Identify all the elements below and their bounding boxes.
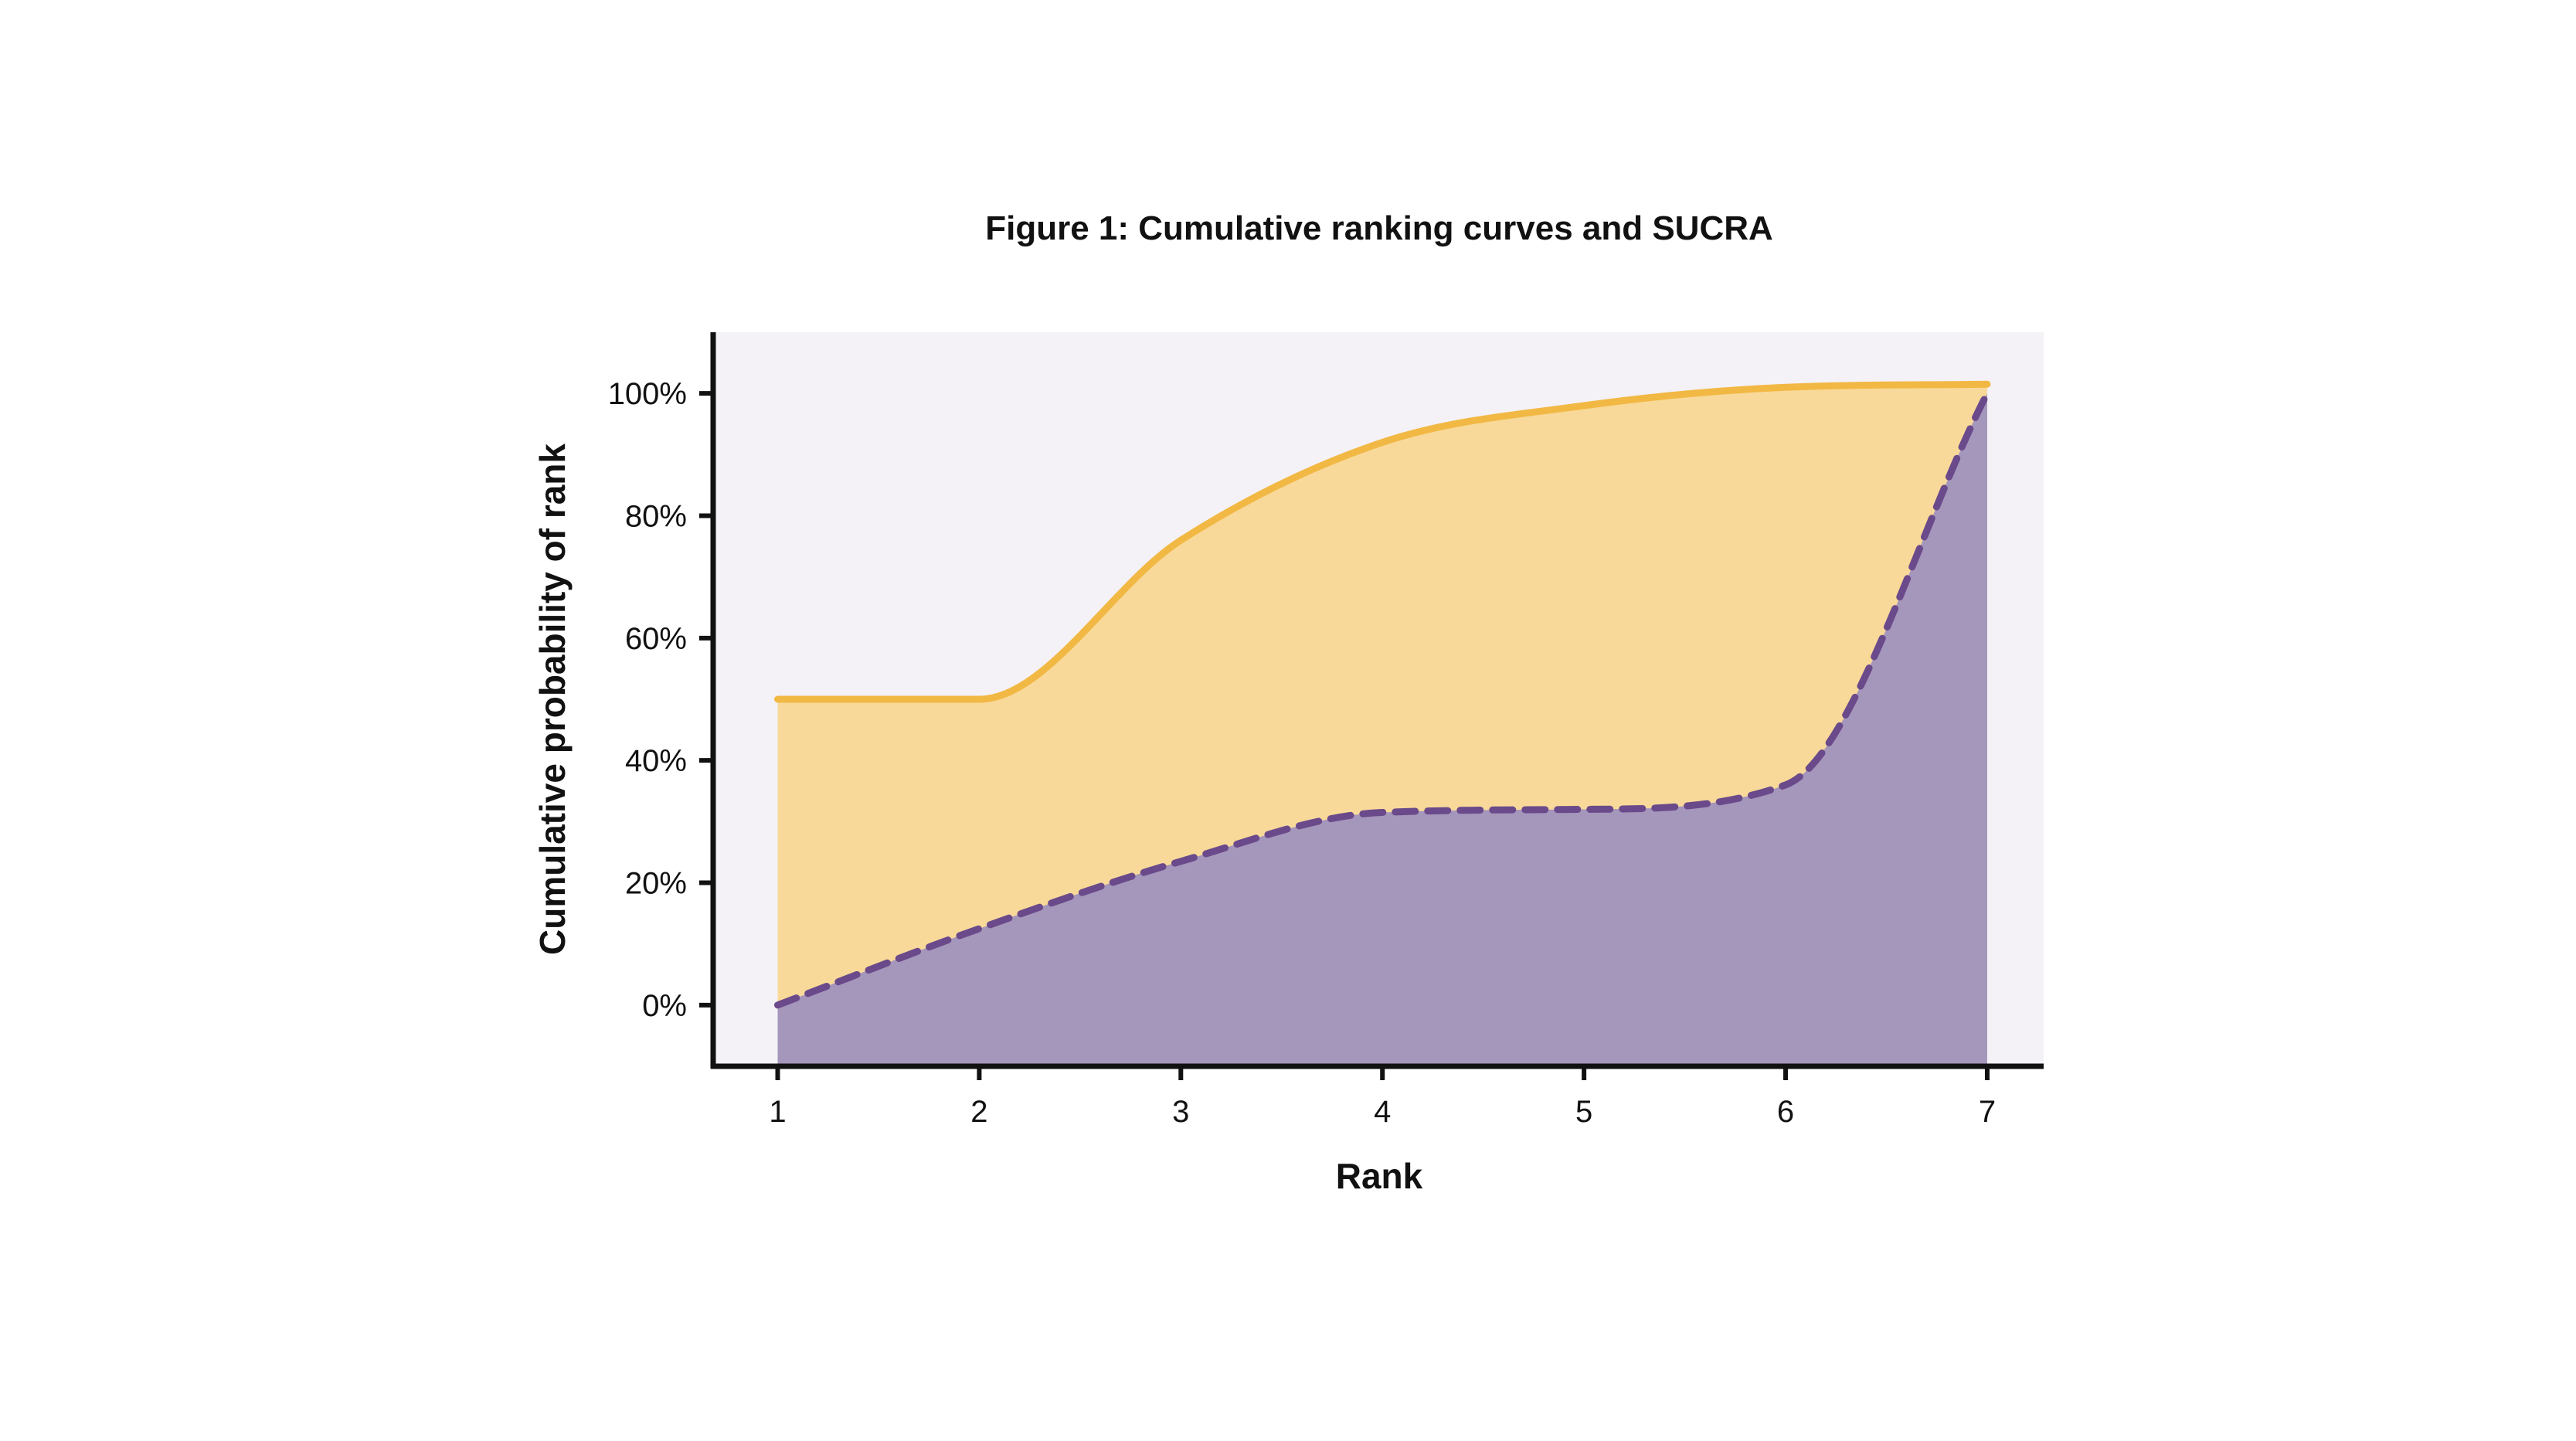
- x-tick-label: 2: [970, 1095, 987, 1129]
- y-ticks: 0% 20% 40% 60% 80% 100%: [608, 377, 713, 1023]
- x-axis-label: Rank: [1336, 1156, 1423, 1196]
- series-2-area: [777, 393, 1987, 1067]
- y-tick-label: 20%: [625, 867, 687, 901]
- x-ticks: 1 2 3 4 5 6 7: [769, 1066, 1996, 1129]
- x-tick-label: 1: [769, 1095, 786, 1129]
- y-tick-label: 40%: [625, 744, 687, 778]
- x-tick-label: 7: [1979, 1095, 1996, 1129]
- y-tick-label: 80%: [625, 500, 687, 534]
- series-areas: [777, 384, 1987, 1067]
- chart-title: Figure 1: Cumulative ranking curves and …: [985, 209, 1773, 247]
- series-2-line: [773, 389, 1991, 1009]
- series-1-line: [773, 380, 1991, 703]
- x-tick-label: 3: [1172, 1095, 1189, 1129]
- y-tick-label: 60%: [625, 622, 687, 656]
- y-axis-label: Cumulative probability of rank: [532, 444, 573, 955]
- series-lines: [773, 380, 1991, 1009]
- axes: [710, 332, 2044, 1069]
- x-tick-label: 6: [1777, 1095, 1794, 1129]
- y-tick-label: 0%: [642, 989, 687, 1023]
- x-tick-label: 5: [1575, 1095, 1592, 1129]
- y-tick-label: 100%: [608, 377, 687, 411]
- x-tick-label: 4: [1374, 1095, 1391, 1129]
